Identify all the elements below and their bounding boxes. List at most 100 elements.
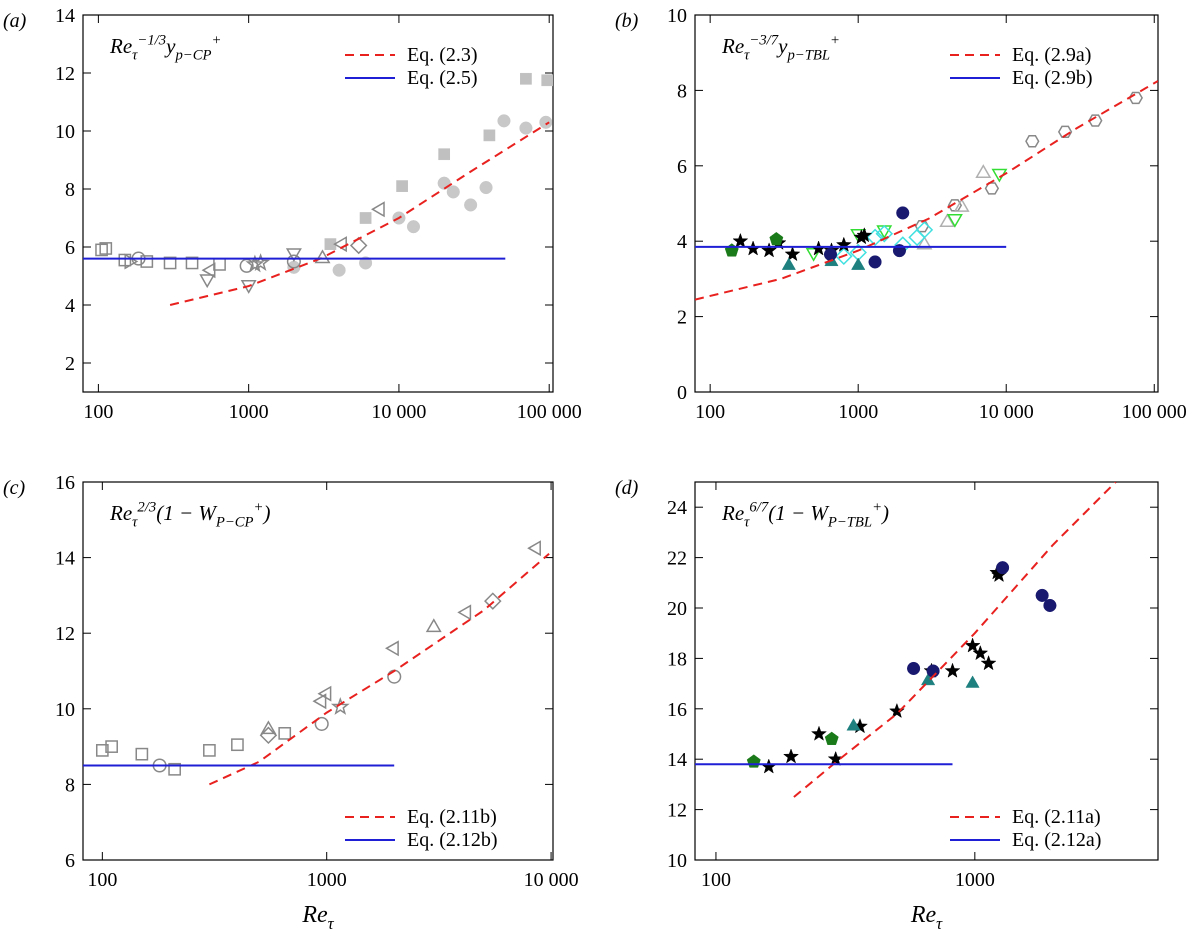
data-point [851, 257, 866, 270]
data-point [972, 644, 989, 661]
data-point [231, 738, 244, 752]
data-point [896, 206, 910, 220]
data-point [406, 220, 421, 234]
data-point [984, 182, 1000, 195]
y-tick-label: 10 [55, 699, 75, 721]
data-point [483, 129, 496, 142]
data-point [805, 247, 822, 262]
x-tick-label: 10 000 [979, 401, 1034, 423]
y-tick-label: 0 [677, 382, 687, 404]
math-part: τ [328, 914, 335, 933]
math-part: −3/7 [749, 33, 778, 49]
plot-frame [694, 14, 1159, 393]
data-point [251, 253, 271, 272]
legend-label: Eq. (2.5) [407, 67, 478, 89]
x-tick-label: 100 [695, 401, 725, 423]
math-part: Re [910, 902, 937, 928]
math-part: (1 − W [768, 501, 830, 525]
math-part: + [254, 500, 264, 516]
x-tick-label: 1000 [307, 869, 347, 891]
data-point [168, 762, 181, 776]
data-point [541, 74, 553, 87]
data-point [425, 618, 442, 633]
x-tick-label: 1000 [838, 401, 878, 423]
data-point [396, 180, 408, 192]
plot-frame [82, 481, 554, 861]
data-point [519, 121, 533, 135]
math-part: + [211, 33, 221, 49]
data-point [135, 747, 149, 761]
math-part: τ [132, 47, 138, 63]
curve [695, 80, 1158, 301]
y-tick-label: 8 [677, 80, 687, 102]
x-tick-label: 1000 [229, 401, 269, 423]
plot-area [83, 72, 553, 306]
y-tick-label: 8 [65, 179, 75, 201]
data-point [996, 561, 1010, 575]
data-point [1128, 91, 1143, 105]
data-point [810, 725, 828, 741]
data-point [479, 181, 493, 195]
data-point [314, 249, 331, 264]
data-point [888, 702, 905, 719]
math-part: ) [881, 501, 889, 525]
data-point [1025, 135, 1040, 148]
data-point [286, 254, 301, 269]
panel-label: (b) [615, 10, 639, 32]
data-point [384, 640, 399, 657]
data-point [946, 213, 963, 228]
data-point [359, 212, 372, 224]
data-point [438, 148, 451, 161]
math-part: τ [132, 514, 138, 530]
plot-area [695, 80, 1158, 301]
data-point [213, 258, 226, 271]
legend-label: Eq. (2.12b) [407, 829, 498, 851]
data-point [916, 235, 933, 250]
legend-label: Eq. (2.12a) [1012, 829, 1101, 851]
y-tick-label: 4 [65, 295, 75, 317]
plot-area [83, 540, 550, 786]
y-tick-label: 4 [677, 231, 687, 253]
x-tick-label: 1000 [955, 869, 995, 891]
x-tick-label: 10 000 [524, 869, 579, 891]
data-point [333, 236, 347, 253]
data-point [312, 693, 327, 710]
legend-label: Eq. (2.9a) [1012, 44, 1091, 66]
math-part: −1/3 [137, 33, 166, 49]
data-point [980, 654, 997, 671]
data-point [140, 255, 154, 268]
data-point [875, 224, 894, 243]
math-part: (1 − W [156, 501, 218, 525]
data-point [944, 662, 961, 678]
data-point [784, 245, 801, 262]
data-point [823, 247, 838, 261]
data-point [824, 731, 839, 745]
data-point [964, 637, 981, 653]
data-point [95, 243, 108, 257]
data-point [1057, 125, 1073, 139]
y-tick-label: 14 [55, 548, 75, 570]
data-point [1043, 598, 1057, 613]
x-tick-label: 10 000 [371, 401, 426, 423]
data-point [185, 256, 199, 270]
data-point [203, 744, 216, 757]
y-tick-label: 16 [667, 699, 687, 721]
data-point [1035, 588, 1049, 602]
data-point [349, 236, 368, 255]
math-part: p−TBL [786, 47, 830, 63]
data-point [846, 718, 861, 731]
math-part: Re [109, 501, 132, 525]
data-point [527, 540, 541, 557]
data-point [835, 236, 852, 252]
curve [169, 121, 550, 306]
y-tick-label: 16 [55, 472, 75, 494]
y-tick-label: 6 [65, 850, 75, 872]
data-point [457, 604, 472, 621]
y-tick-label: 6 [65, 237, 75, 259]
math-part: τ [936, 914, 943, 933]
math-part: 2/3 [137, 500, 156, 516]
x-tick-label: 100 000 [1122, 401, 1187, 423]
data-point [314, 716, 329, 731]
panel-label: (a) [3, 10, 27, 32]
